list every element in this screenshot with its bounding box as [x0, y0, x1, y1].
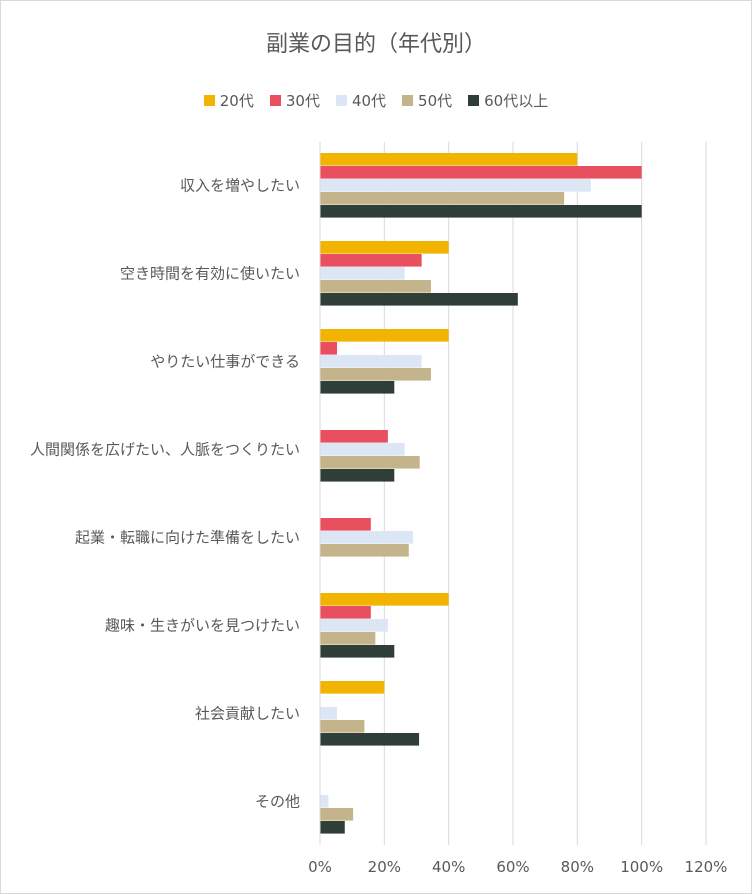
legend-label: 60代以上	[484, 92, 549, 110]
legend-swatch	[468, 95, 480, 106]
category-label: 空き時間を有効に使いたい	[120, 265, 300, 283]
x-tick-label: 100%	[620, 858, 663, 876]
bar	[320, 795, 329, 808]
bar	[320, 733, 420, 746]
x-tick-label: 60%	[496, 858, 529, 876]
category-label: 起業・転職に向けた準備をしたい	[75, 529, 300, 547]
bar	[320, 619, 388, 632]
legend-swatch	[335, 95, 347, 106]
x-tick-label: 20%	[368, 858, 401, 876]
bar	[320, 166, 642, 179]
bar	[320, 342, 338, 355]
bar	[320, 205, 642, 218]
bar	[320, 430, 388, 443]
bar	[320, 593, 449, 606]
category-label: 趣味・生きがいを見つけたい	[105, 617, 300, 635]
x-tick-label: 120%	[685, 858, 728, 876]
bar	[320, 531, 413, 544]
legend-swatch	[402, 95, 414, 106]
chart-title: 副業の目的（年代別）	[265, 32, 486, 57]
bar	[320, 293, 518, 306]
bar	[320, 606, 371, 619]
legend-item: 40代	[335, 90, 387, 111]
bar	[320, 267, 405, 280]
bar	[320, 355, 422, 368]
bar	[320, 821, 345, 834]
category-label: 社会貢献したい	[195, 705, 300, 723]
category-label: 人間関係を広げたい、人脈をつくりたい	[30, 441, 300, 459]
legend-item: 20代	[203, 90, 254, 111]
legend-item: 30代	[269, 90, 320, 111]
bar	[320, 381, 395, 394]
bar	[320, 518, 371, 531]
bar	[320, 632, 376, 645]
bar	[320, 808, 354, 821]
legend-item: 60代以上	[468, 90, 548, 111]
bar	[320, 720, 365, 733]
category-label: その他	[255, 793, 300, 811]
legend-label: 30代	[285, 92, 320, 110]
x-tick-label: 0%	[308, 858, 332, 876]
legend-label: 20代	[219, 92, 254, 110]
bar	[320, 192, 565, 205]
legend-swatch	[269, 95, 281, 106]
bar	[320, 280, 431, 293]
bar	[320, 456, 420, 469]
bar	[320, 544, 409, 557]
x-tick-label: 40%	[432, 858, 465, 876]
bar	[320, 707, 338, 720]
bar	[320, 368, 431, 381]
legend-item: 50代	[402, 90, 452, 111]
legend-label: 50代	[418, 92, 453, 110]
x-tick-label: 80%	[561, 858, 594, 876]
bar	[320, 179, 591, 192]
legend-swatch	[203, 95, 215, 106]
legend-label: 40代	[351, 92, 387, 110]
category-label: やりたい仕事ができる	[150, 353, 300, 371]
bar	[320, 681, 385, 694]
bar	[320, 645, 395, 658]
bar	[320, 254, 422, 267]
bar	[320, 469, 395, 482]
bar	[320, 329, 449, 342]
bar	[320, 153, 578, 166]
bar	[320, 241, 449, 254]
category-label: 収入を増やしたい	[180, 177, 300, 195]
chart-legend: 20代 30代 40代 50代 60代以上	[0, 90, 752, 111]
bar	[320, 443, 405, 456]
